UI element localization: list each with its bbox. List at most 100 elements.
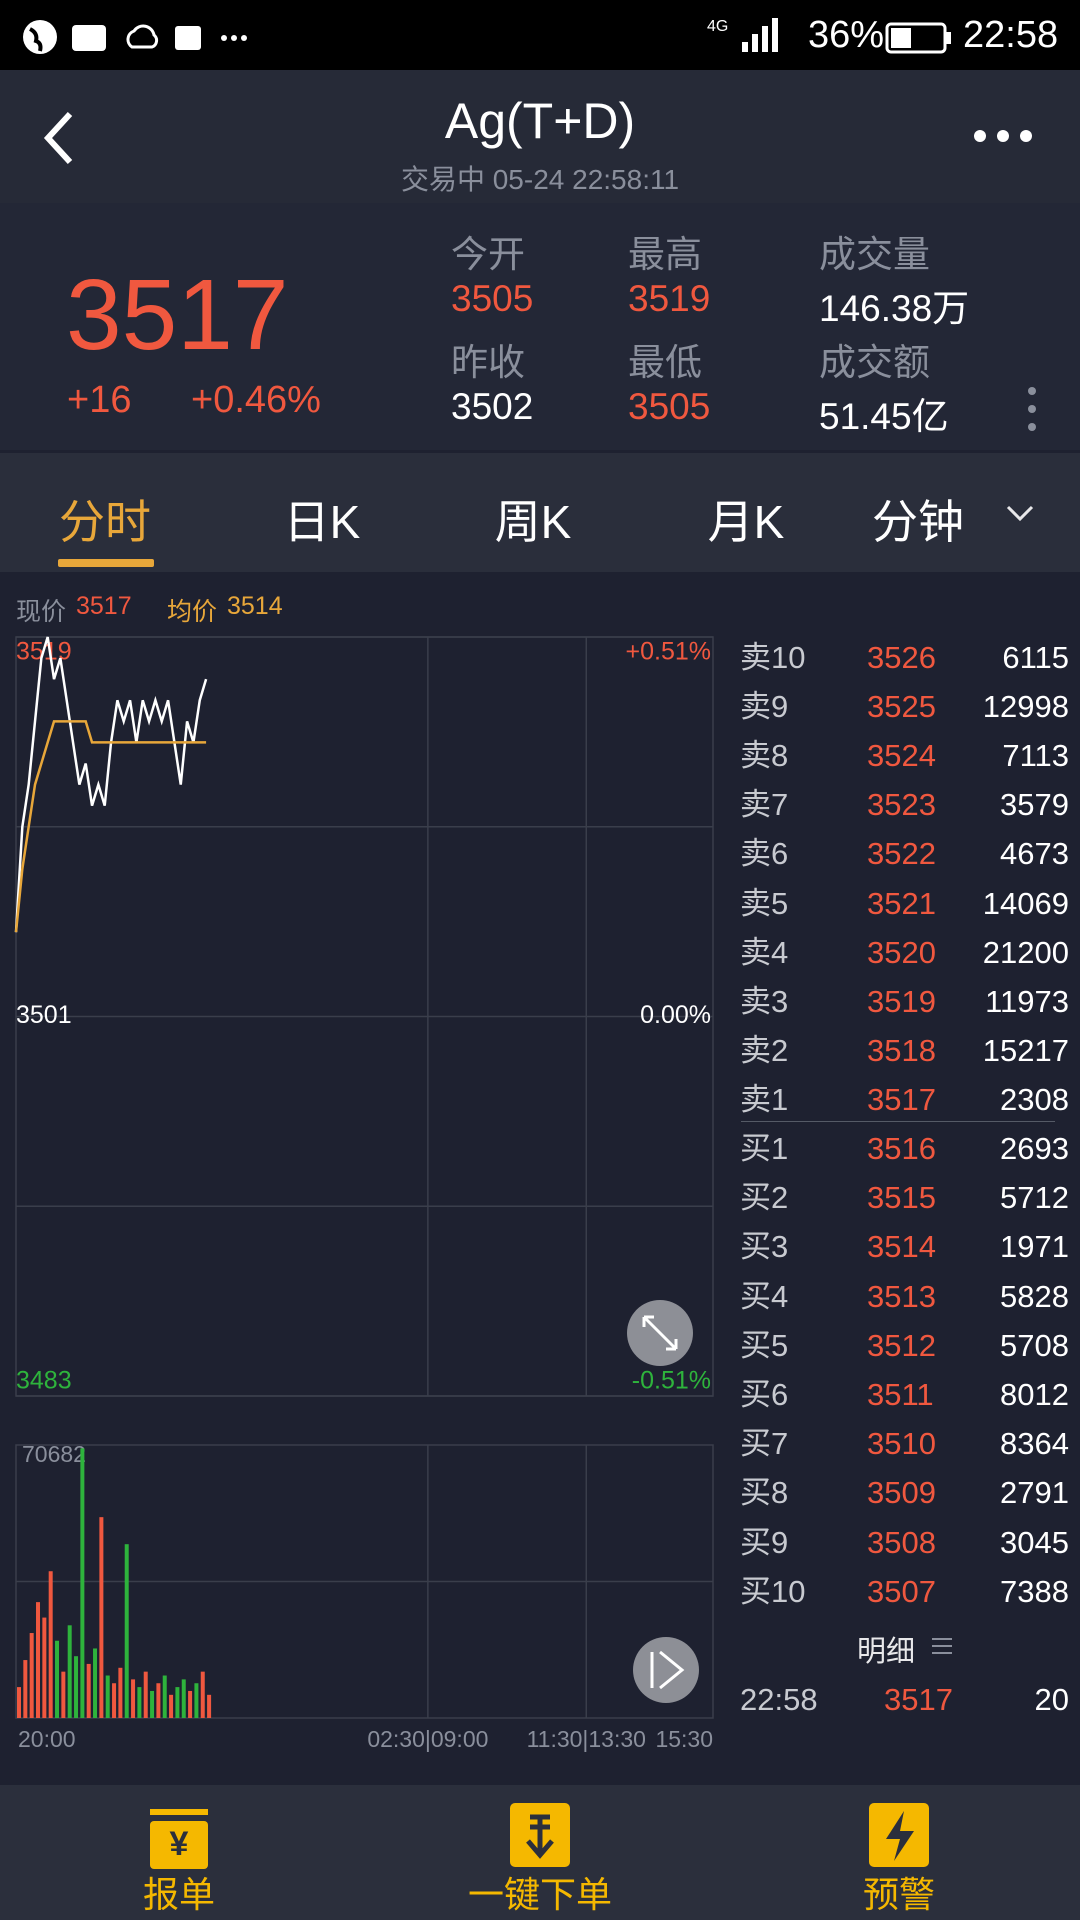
volume-bar [55,1640,60,1718]
book-label: 卖2 [740,1032,789,1068]
volume-bar [29,1633,34,1718]
book-price: 3512 [867,1327,936,1363]
trade-time: 22:58 [740,1682,818,1717]
y2-tick-label: -0.51% [632,1367,711,1395]
battery-icon [885,22,951,54]
volume-bar [143,1671,148,1718]
network-type: 4G [707,18,729,35]
book-volume: 2693 [1000,1131,1069,1166]
x-tick-label: 11:30|13:30 [527,1726,646,1752]
volume-bar [175,1687,180,1718]
book-price: 3509 [867,1475,936,1511]
tab-indicator [58,559,154,567]
nav-label[interactable]: 一键下单 [467,1874,612,1915]
volume-bar [42,1617,47,1718]
detail-menu-icon[interactable] [931,1636,953,1656]
book-volume: 8012 [1000,1377,1069,1412]
stat-value: 3502 [451,386,534,427]
book-label: 卖5 [740,885,789,921]
book-price: 3517 [867,1081,936,1117]
stat-value: 146.38万 [819,288,970,329]
volume-bar [162,1675,167,1718]
book-price: 3513 [867,1278,936,1314]
legend-price: 3517 [76,592,132,620]
tab-bar [0,453,1080,572]
book-volume: 5708 [1000,1327,1069,1363]
book-price: 3508 [867,1524,936,1560]
stat-label: 最低 [628,342,702,383]
more-button[interactable] [970,122,1040,152]
book-volume: 2308 [1000,1081,1069,1117]
book-price: 3520 [867,934,936,970]
nav-icons [150,1803,929,1869]
volume-bar [131,1679,136,1718]
book-label: 卖10 [740,640,806,675]
book-price: 3510 [867,1426,936,1462]
stat-label: 昨收 [451,342,525,383]
book-label: 买9 [740,1524,789,1560]
book-price: 3519 [867,983,936,1019]
book-volume: 5828 [1000,1278,1069,1314]
price-change-pct: +0.46% [191,379,321,421]
tab[interactable]: 分钟 [872,496,964,548]
page-title: Ag(T+D) [444,93,636,149]
volume-bar [80,1448,85,1718]
y2-tick-label: 0.00% [640,1001,711,1029]
book-volume: 1971 [1000,1229,1069,1265]
y-tick-label: 3483 [16,1367,72,1395]
legend-price-label: 现价 [16,598,67,626]
nav-icon-glyph: ¥ [169,1825,189,1863]
book-label: 卖6 [740,836,789,872]
volume-bar [137,1687,142,1718]
volume-bar [67,1625,72,1718]
trade-volume: 20 [1034,1682,1069,1717]
book-price: 3515 [867,1180,936,1216]
back-button[interactable] [40,108,80,168]
x-tick-label: 15:30 [655,1726,713,1752]
book-price: 3514 [867,1229,936,1265]
volume-bar [194,1683,199,1718]
book-volume: 8364 [1000,1426,1069,1462]
quote-more[interactable] [1022,385,1042,433]
quote-panel [0,203,1080,450]
book-price: 3524 [867,738,936,774]
book-price: 3523 [867,787,936,823]
x-tick-label: 20:00 [18,1726,76,1752]
tab[interactable]: 日K [283,496,361,548]
detail-title: 明细 [857,1636,916,1668]
book-label: 买3 [740,1229,789,1265]
nav-label[interactable]: 报单 [142,1874,215,1915]
volume-tick-label: 70682 [22,1441,86,1467]
dropdown-chevron[interactable] [1005,503,1035,523]
book-price: 3507 [867,1573,936,1609]
stat-value: 51.45亿 [819,396,949,437]
volume-bar [118,1667,123,1718]
book-label: 买7 [740,1426,789,1462]
replay-icon [650,1650,685,1690]
price-line [14,720,207,933]
book-label: 卖9 [740,689,789,725]
book-label: 买8 [740,1475,789,1511]
status-icons [23,20,247,54]
book-price: 3525 [867,689,936,725]
book-label: 卖7 [740,787,789,823]
stat-value: 3505 [451,278,534,319]
tab[interactable]: 月K [707,496,785,548]
page-subtitle: 交易中 05-24 22:58:11 [400,164,680,195]
tab[interactable]: 周K [494,496,572,548]
volume-bar [23,1660,28,1718]
book-price: 3526 [867,640,936,675]
volume-bar [181,1679,186,1718]
volume-bar [150,1690,155,1718]
book-volume: 21200 [982,934,1069,970]
volume-bar [17,1687,21,1718]
nav-label[interactable]: 预警 [862,1874,935,1915]
book-label: 卖3 [740,983,789,1019]
replay-button[interactable] [633,1637,699,1703]
book-volume: 3579 [1000,787,1069,823]
book-volume: 4673 [1000,836,1069,872]
tab[interactable]: 分时 [59,496,151,548]
stat-value: 3505 [628,386,711,427]
